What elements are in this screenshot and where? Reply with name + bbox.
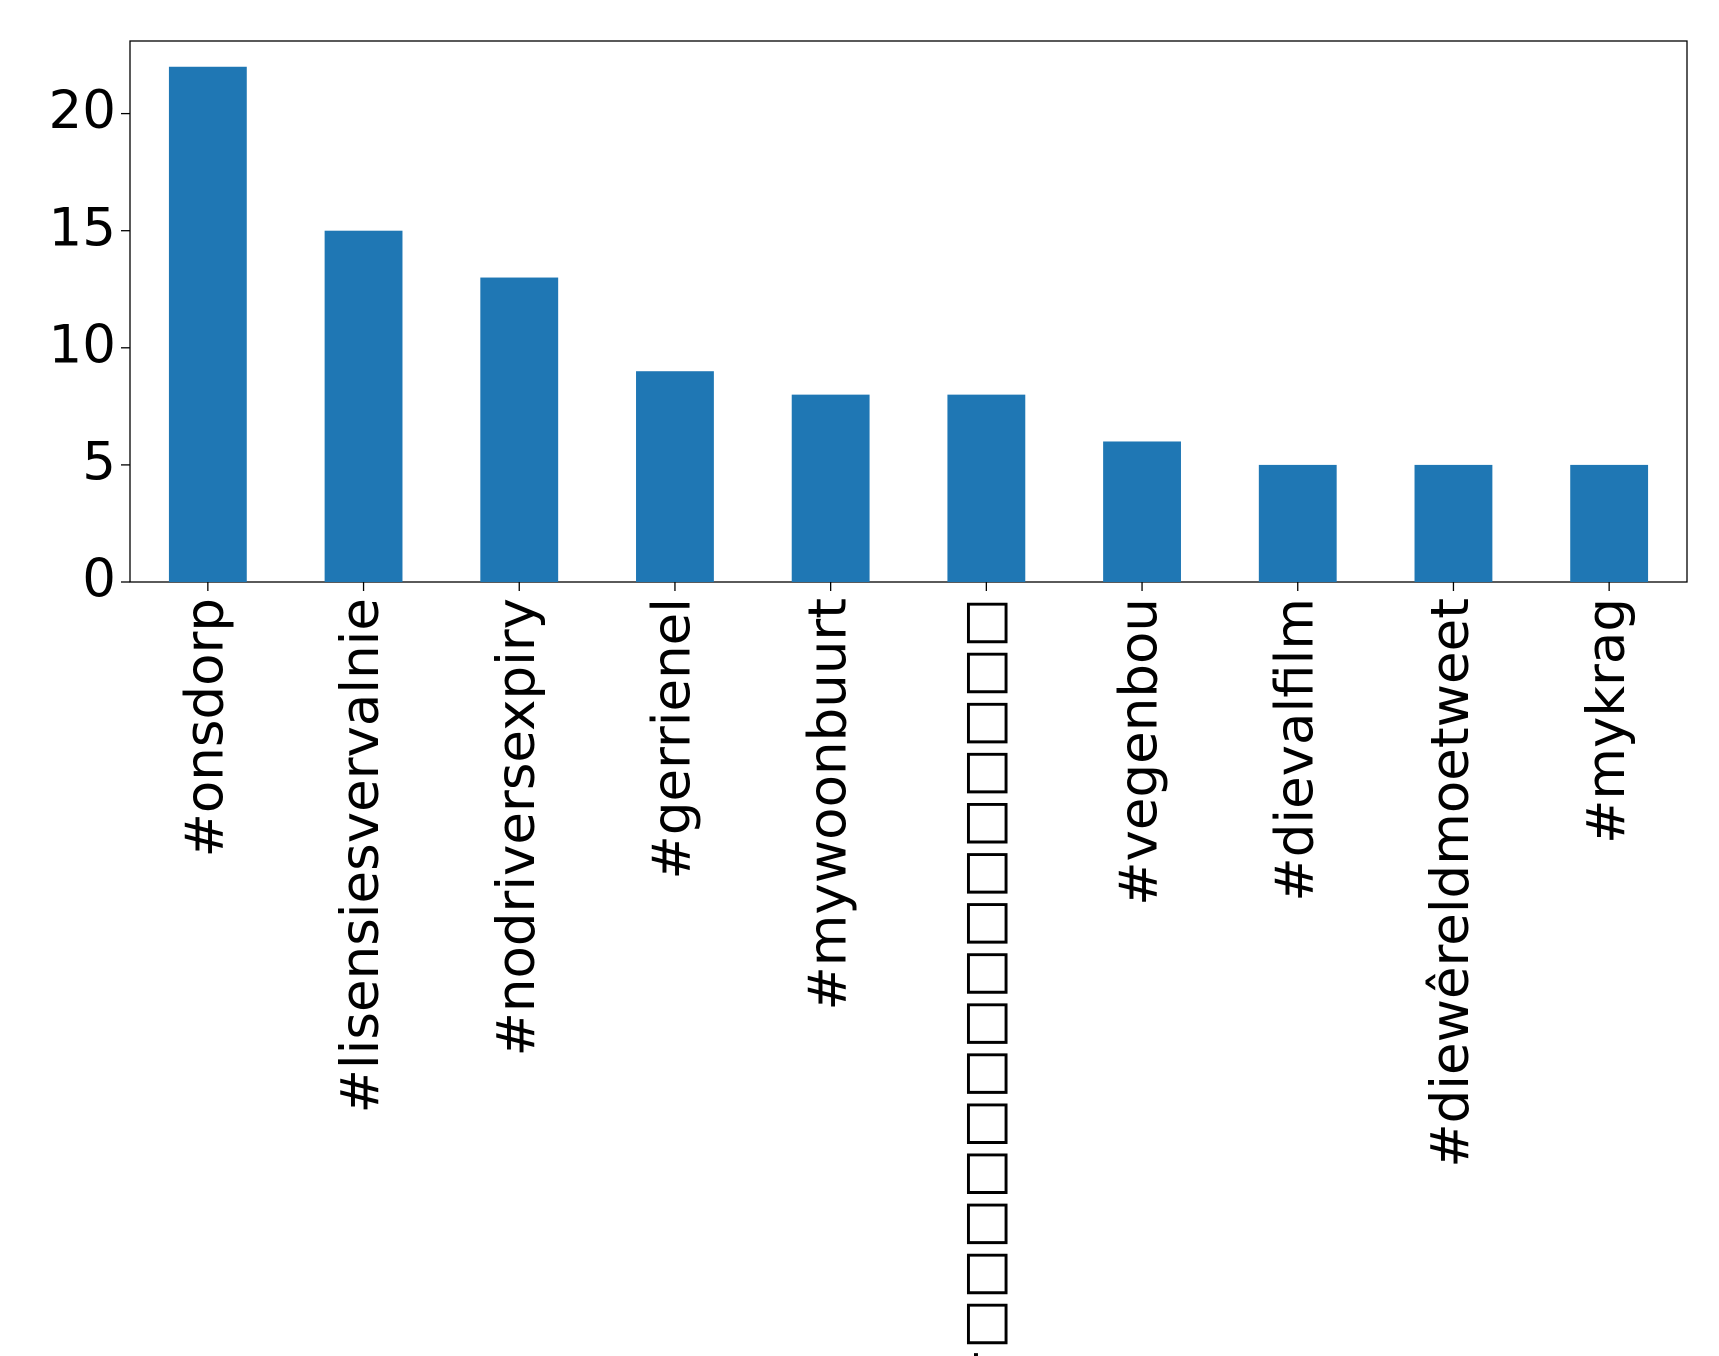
plot-frame [129, 40, 1688, 583]
x-tick-label: #gerrienel [642, 598, 703, 880]
bar [947, 394, 1026, 582]
bar [1103, 441, 1181, 582]
bar [1414, 464, 1493, 582]
bar [324, 230, 403, 582]
y-tick-label: 5 [82, 432, 116, 493]
x-tick-label: #mykrag [1576, 598, 1637, 844]
bar [168, 66, 247, 582]
x-tick-label: #□□□□□□□□□□□□□□□ [953, 598, 1014, 1356]
y-tick-label: 20 [49, 80, 116, 141]
x-tick-label: #dievalfilm [1264, 598, 1325, 902]
bar [791, 394, 870, 582]
x-tick-label: #nodriversexpiry [486, 598, 547, 1057]
x-tick-label: #mywoonbuurt [797, 598, 858, 1011]
x-tick-label: #diewêreldmoetweet [1420, 598, 1481, 1168]
bar [1570, 464, 1649, 582]
y-tick-label: 0 [82, 549, 116, 610]
y-tick-label: 10 [49, 314, 116, 375]
x-tick-label: #lisensiesvervalnie [330, 598, 391, 1113]
x-tick-label: #onsdorp [174, 598, 235, 858]
x-tick-label: #vegenbou [1109, 598, 1170, 906]
bar [480, 277, 559, 582]
y-tick-label: 15 [49, 197, 116, 258]
bar [1258, 464, 1337, 582]
bar [636, 371, 714, 582]
